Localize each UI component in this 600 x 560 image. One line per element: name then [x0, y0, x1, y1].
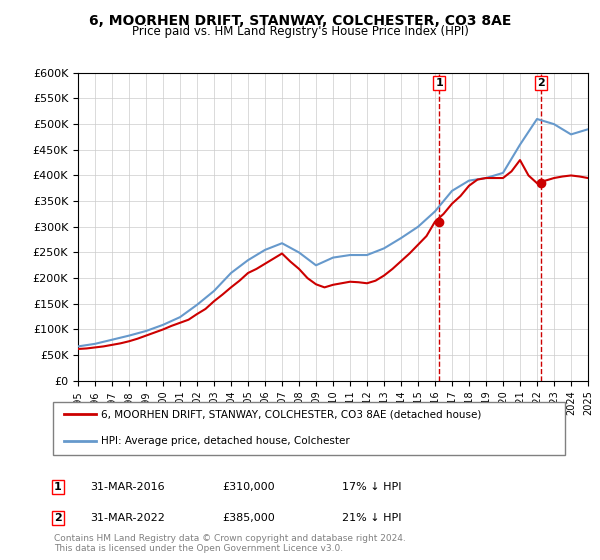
Text: 2: 2	[54, 513, 62, 523]
Text: 31-MAR-2016: 31-MAR-2016	[90, 482, 164, 492]
Text: 1: 1	[54, 482, 62, 492]
Text: HPI: Average price, detached house, Colchester: HPI: Average price, detached house, Colc…	[101, 436, 350, 446]
Text: 6, MOORHEN DRIFT, STANWAY, COLCHESTER, CO3 8AE (detached house): 6, MOORHEN DRIFT, STANWAY, COLCHESTER, C…	[101, 409, 481, 419]
Text: 2: 2	[538, 78, 545, 88]
Text: 6, MOORHEN DRIFT, STANWAY, COLCHESTER, CO3 8AE: 6, MOORHEN DRIFT, STANWAY, COLCHESTER, C…	[89, 14, 511, 28]
Text: 17% ↓ HPI: 17% ↓ HPI	[342, 482, 401, 492]
Text: Price paid vs. HM Land Registry's House Price Index (HPI): Price paid vs. HM Land Registry's House …	[131, 25, 469, 38]
Text: 21% ↓ HPI: 21% ↓ HPI	[342, 513, 401, 523]
FancyBboxPatch shape	[53, 402, 565, 455]
Text: 1: 1	[436, 78, 443, 88]
Text: 31-MAR-2022: 31-MAR-2022	[90, 513, 165, 523]
Text: Contains HM Land Registry data © Crown copyright and database right 2024.
This d: Contains HM Land Registry data © Crown c…	[54, 534, 406, 553]
Text: £310,000: £310,000	[222, 482, 275, 492]
Text: £385,000: £385,000	[222, 513, 275, 523]
